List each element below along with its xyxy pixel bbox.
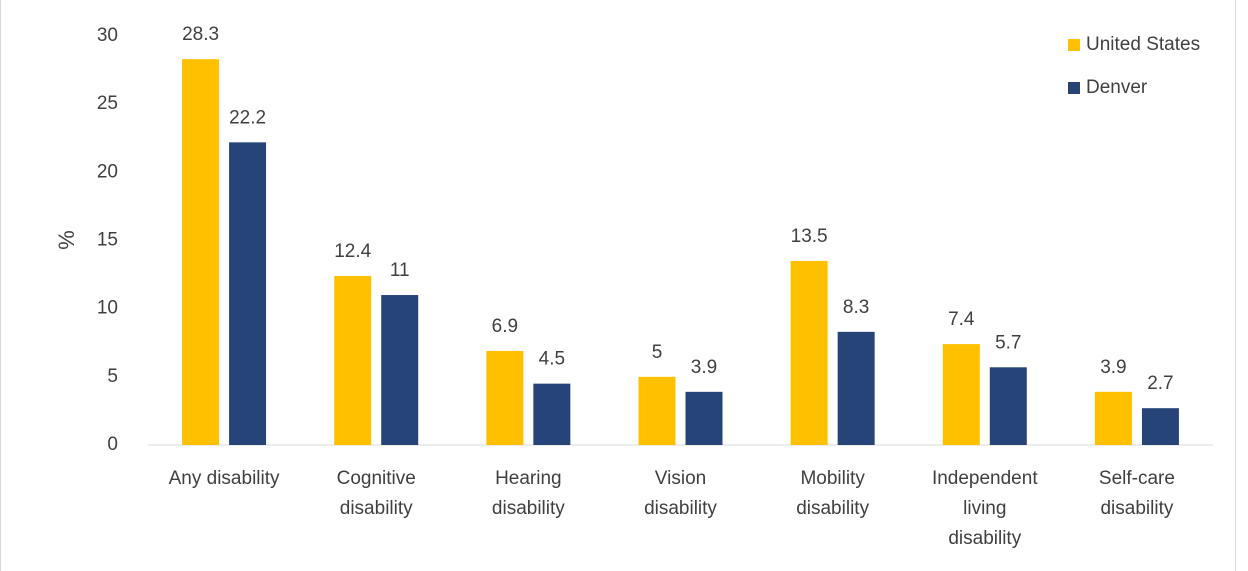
data-label: 2.7 [1147,373,1173,394]
y-tick-label: 5 [107,366,118,387]
data-label: 5 [652,342,663,363]
x-tick-label: Self-care disability [1099,468,1175,519]
x-tick-label: Mobility disability [796,468,869,519]
legend-label: United States [1086,34,1200,55]
legend-swatch [1068,82,1080,94]
bar [486,350,524,445]
y-tick-label: 25 [97,93,118,114]
bar [837,331,875,445]
bar [334,275,372,445]
bar [638,376,676,445]
y-tick-label: 0 [107,434,118,455]
bar [1094,391,1132,445]
bar [381,295,419,445]
y-tick-label: 30 [97,25,118,46]
bar [989,367,1027,445]
bar [685,391,723,445]
data-label: 8.3 [843,297,869,318]
data-label: 12.4 [334,241,371,262]
data-label: 11 [390,260,410,281]
data-label: 6.9 [492,316,518,337]
bar [790,260,828,445]
y-axis-label: % [54,230,79,250]
y-tick-label: 15 [97,230,118,251]
x-tick-label: Any disability [169,468,280,489]
bar [942,344,980,445]
data-label: 4.5 [539,349,565,370]
x-tick-label: Hearing disability [492,468,565,519]
y-tick-label: 20 [97,161,118,182]
y-tick-label: 10 [97,298,118,319]
x-tick-label: Cognitive disability [337,468,416,519]
x-tick-label: Vision disability [644,468,717,519]
data-label: 28.3 [182,24,219,45]
data-label: 3.9 [1100,357,1126,378]
data-label: 3.9 [691,357,717,378]
data-label: 5.7 [995,332,1021,353]
bar [229,142,267,445]
x-tick-label: Independent living disability [932,468,1038,549]
data-label: 22.2 [229,107,266,128]
bar [182,59,220,445]
data-label: 7.4 [948,309,975,330]
legend-label: Denver [1086,77,1148,98]
bar [533,383,571,445]
legend-swatch [1068,39,1080,51]
bar [1141,408,1179,445]
data-label: 13.5 [791,226,828,247]
